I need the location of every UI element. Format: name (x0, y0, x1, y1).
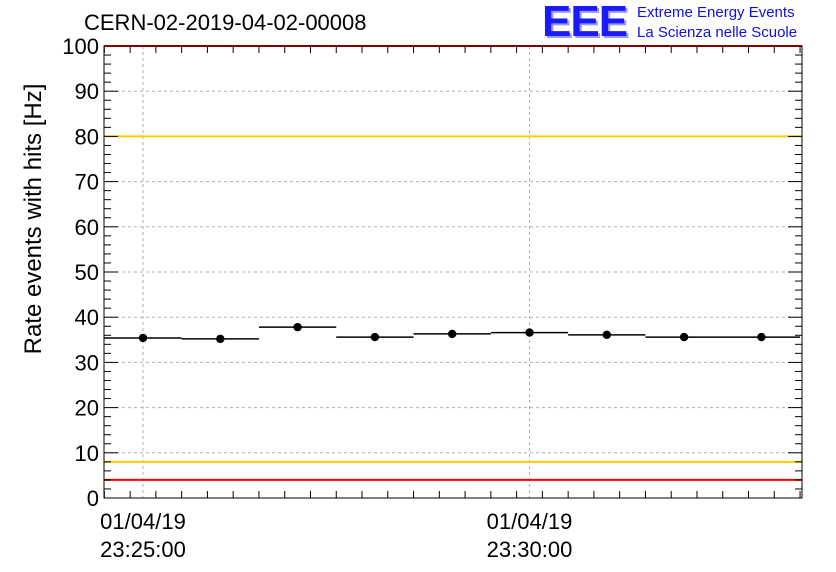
data-point (679, 332, 689, 342)
data-point (448, 329, 457, 339)
x-tick-label-time: 23:30:00 (487, 537, 573, 562)
data-point (525, 328, 534, 337)
y-tick-label: 70 (75, 170, 99, 195)
data-point (216, 334, 225, 344)
x-tick-label-date: 01/04/19 (100, 509, 186, 534)
y-tick-label: 50 (75, 260, 99, 285)
logo-text-line1: Extreme Energy Events (637, 4, 795, 21)
y-tick-label: 20 (75, 396, 99, 421)
x-tick-label-time: 23:25:00 (100, 537, 186, 562)
y-tick-label: 30 (75, 350, 99, 375)
data-point (293, 322, 302, 332)
data-point (757, 332, 766, 342)
y-tick-label: 40 (75, 305, 99, 330)
y-tick-label: 80 (75, 124, 99, 149)
y-tick-label: 60 (75, 215, 99, 240)
y-tick-label: 100 (62, 34, 99, 59)
eee-logo: EEE (542, 0, 628, 46)
logo-text-line2: La Scienza nelle Scuole (637, 24, 798, 41)
data-point (138, 333, 148, 343)
x-tick-label-date: 01/04/19 (487, 509, 573, 534)
y-tick-label: 90 (75, 79, 99, 104)
y-tick-label: 0 (87, 486, 99, 511)
data-point (602, 330, 611, 340)
data-point (370, 332, 380, 342)
y-tick-label: 10 (75, 441, 99, 466)
y-axis-label: Rate events with hits [Hz] (20, 83, 47, 355)
chart-title: CERN-02-2019-04-02-00008 (84, 10, 367, 35)
